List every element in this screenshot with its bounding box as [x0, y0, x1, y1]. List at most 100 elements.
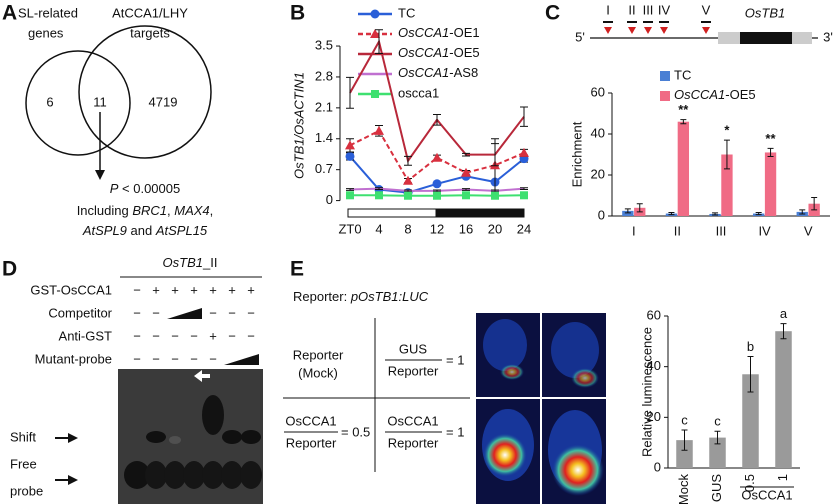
error-bar: [375, 187, 383, 191]
signal: [500, 364, 524, 380]
x-tick-label: 16: [459, 221, 473, 236]
error-bar: [462, 188, 470, 191]
sign: +: [152, 282, 160, 297]
error-bar: [714, 430, 721, 445]
site-marker: [702, 27, 710, 34]
set-label: genes: [28, 25, 64, 40]
error-bar: [491, 143, 499, 167]
sign: −: [228, 305, 236, 320]
bar: [775, 331, 792, 468]
marker: [432, 179, 442, 189]
numerator: OsCCA1: [387, 413, 438, 428]
site-label: IV: [658, 2, 671, 17]
note-part: Including: [77, 203, 133, 218]
sign: −: [171, 328, 179, 343]
sign: −: [190, 328, 198, 343]
legend-label: TC: [674, 67, 691, 82]
x-tick-label: I: [632, 223, 636, 238]
significance: **: [678, 102, 689, 117]
sign: −: [190, 351, 198, 366]
error-bar: [433, 113, 441, 126]
leaf: [551, 322, 599, 378]
x-tick-label: 8: [404, 221, 411, 236]
legend-label: TC: [398, 5, 415, 20]
arrow-head: [95, 170, 105, 180]
ratio: = 1: [446, 352, 464, 367]
sign: +: [228, 282, 236, 297]
error-bar: [723, 139, 730, 170]
sign: −: [247, 305, 255, 320]
band: [222, 430, 242, 444]
marker: [462, 191, 470, 200]
sign: +: [209, 282, 217, 297]
y-tick-label: 1.4: [315, 130, 333, 145]
sign: +: [171, 282, 179, 297]
error-bar: [636, 203, 643, 213]
panel-letter: B: [290, 2, 305, 25]
row-label: Mutant-probe: [35, 351, 112, 366]
reporter: Reporter: pOsTB1:LUC Reporter (Mock) GUS…: [283, 289, 606, 504]
gradient-wedge: [167, 308, 202, 319]
x-tick-label: II: [674, 223, 681, 238]
marker: [403, 175, 413, 185]
significance: c: [714, 414, 721, 429]
significance: **: [765, 131, 776, 146]
marker: [520, 191, 528, 200]
arrow-head: [68, 475, 78, 485]
band: [202, 395, 224, 435]
utr: [792, 32, 812, 44]
reporter-title: Reporter: pOsTB1:LUC: [293, 289, 429, 304]
count: 6: [46, 94, 53, 109]
y-tick-label: 0: [326, 192, 333, 207]
marker: [370, 29, 380, 38]
legend-swatch: [660, 71, 670, 81]
marker: [345, 140, 355, 150]
error-bar: [799, 209, 806, 215]
denominator: Reporter: [286, 435, 337, 450]
y-tick-label: 2.8: [315, 68, 333, 83]
title-part: pOsTB1:LUC: [350, 289, 429, 304]
leaf: [483, 319, 527, 371]
gene-diagram: 5' 3' OsTB1: [575, 5, 833, 44]
mock-label: Reporter: [293, 347, 344, 362]
y-tick-label: 2.1: [315, 99, 333, 114]
y-tick-label: 60: [647, 307, 661, 322]
site-label: V: [702, 2, 711, 17]
x-tick-label: 0.5: [742, 474, 757, 492]
legend-label: OsCCA1-AS8: [398, 65, 478, 80]
error-bar: [712, 212, 719, 216]
panel-letter: D: [2, 258, 17, 281]
legend-label: oscca1: [398, 85, 439, 100]
note-part: and: [127, 223, 156, 238]
utr: [718, 32, 740, 44]
band: [169, 436, 181, 444]
site-label: II: [628, 2, 635, 17]
marker: [519, 147, 529, 157]
error-bar: [680, 119, 687, 125]
marker: [433, 191, 441, 200]
panel-letter: A: [2, 2, 17, 25]
band: [146, 431, 166, 443]
dark-period: [435, 208, 525, 218]
y-axis-label: Enrichment: [569, 121, 584, 187]
sign: −: [152, 305, 160, 320]
y-tick-label: 20: [647, 409, 661, 424]
error-bar: [346, 188, 354, 191]
supershift-arrow: [194, 370, 210, 382]
ratio: = 0.5: [341, 424, 370, 439]
p-value: P < 0.00005: [110, 181, 180, 196]
legend-label: OsCCA1-OE1: [398, 25, 480, 40]
legend-label: OsCCA1-OE5: [398, 45, 480, 60]
y-tick-label: 0.7: [315, 161, 333, 176]
marker: [375, 191, 383, 200]
significance: b: [747, 339, 754, 354]
cds: [740, 32, 792, 44]
note: AtSPL9 and AtSPL15: [82, 223, 208, 238]
site-marker: [604, 27, 612, 34]
row-label: Competitor: [48, 305, 112, 320]
bar: [764, 152, 777, 216]
set-label: SL-related: [18, 5, 78, 20]
band: [164, 461, 186, 489]
